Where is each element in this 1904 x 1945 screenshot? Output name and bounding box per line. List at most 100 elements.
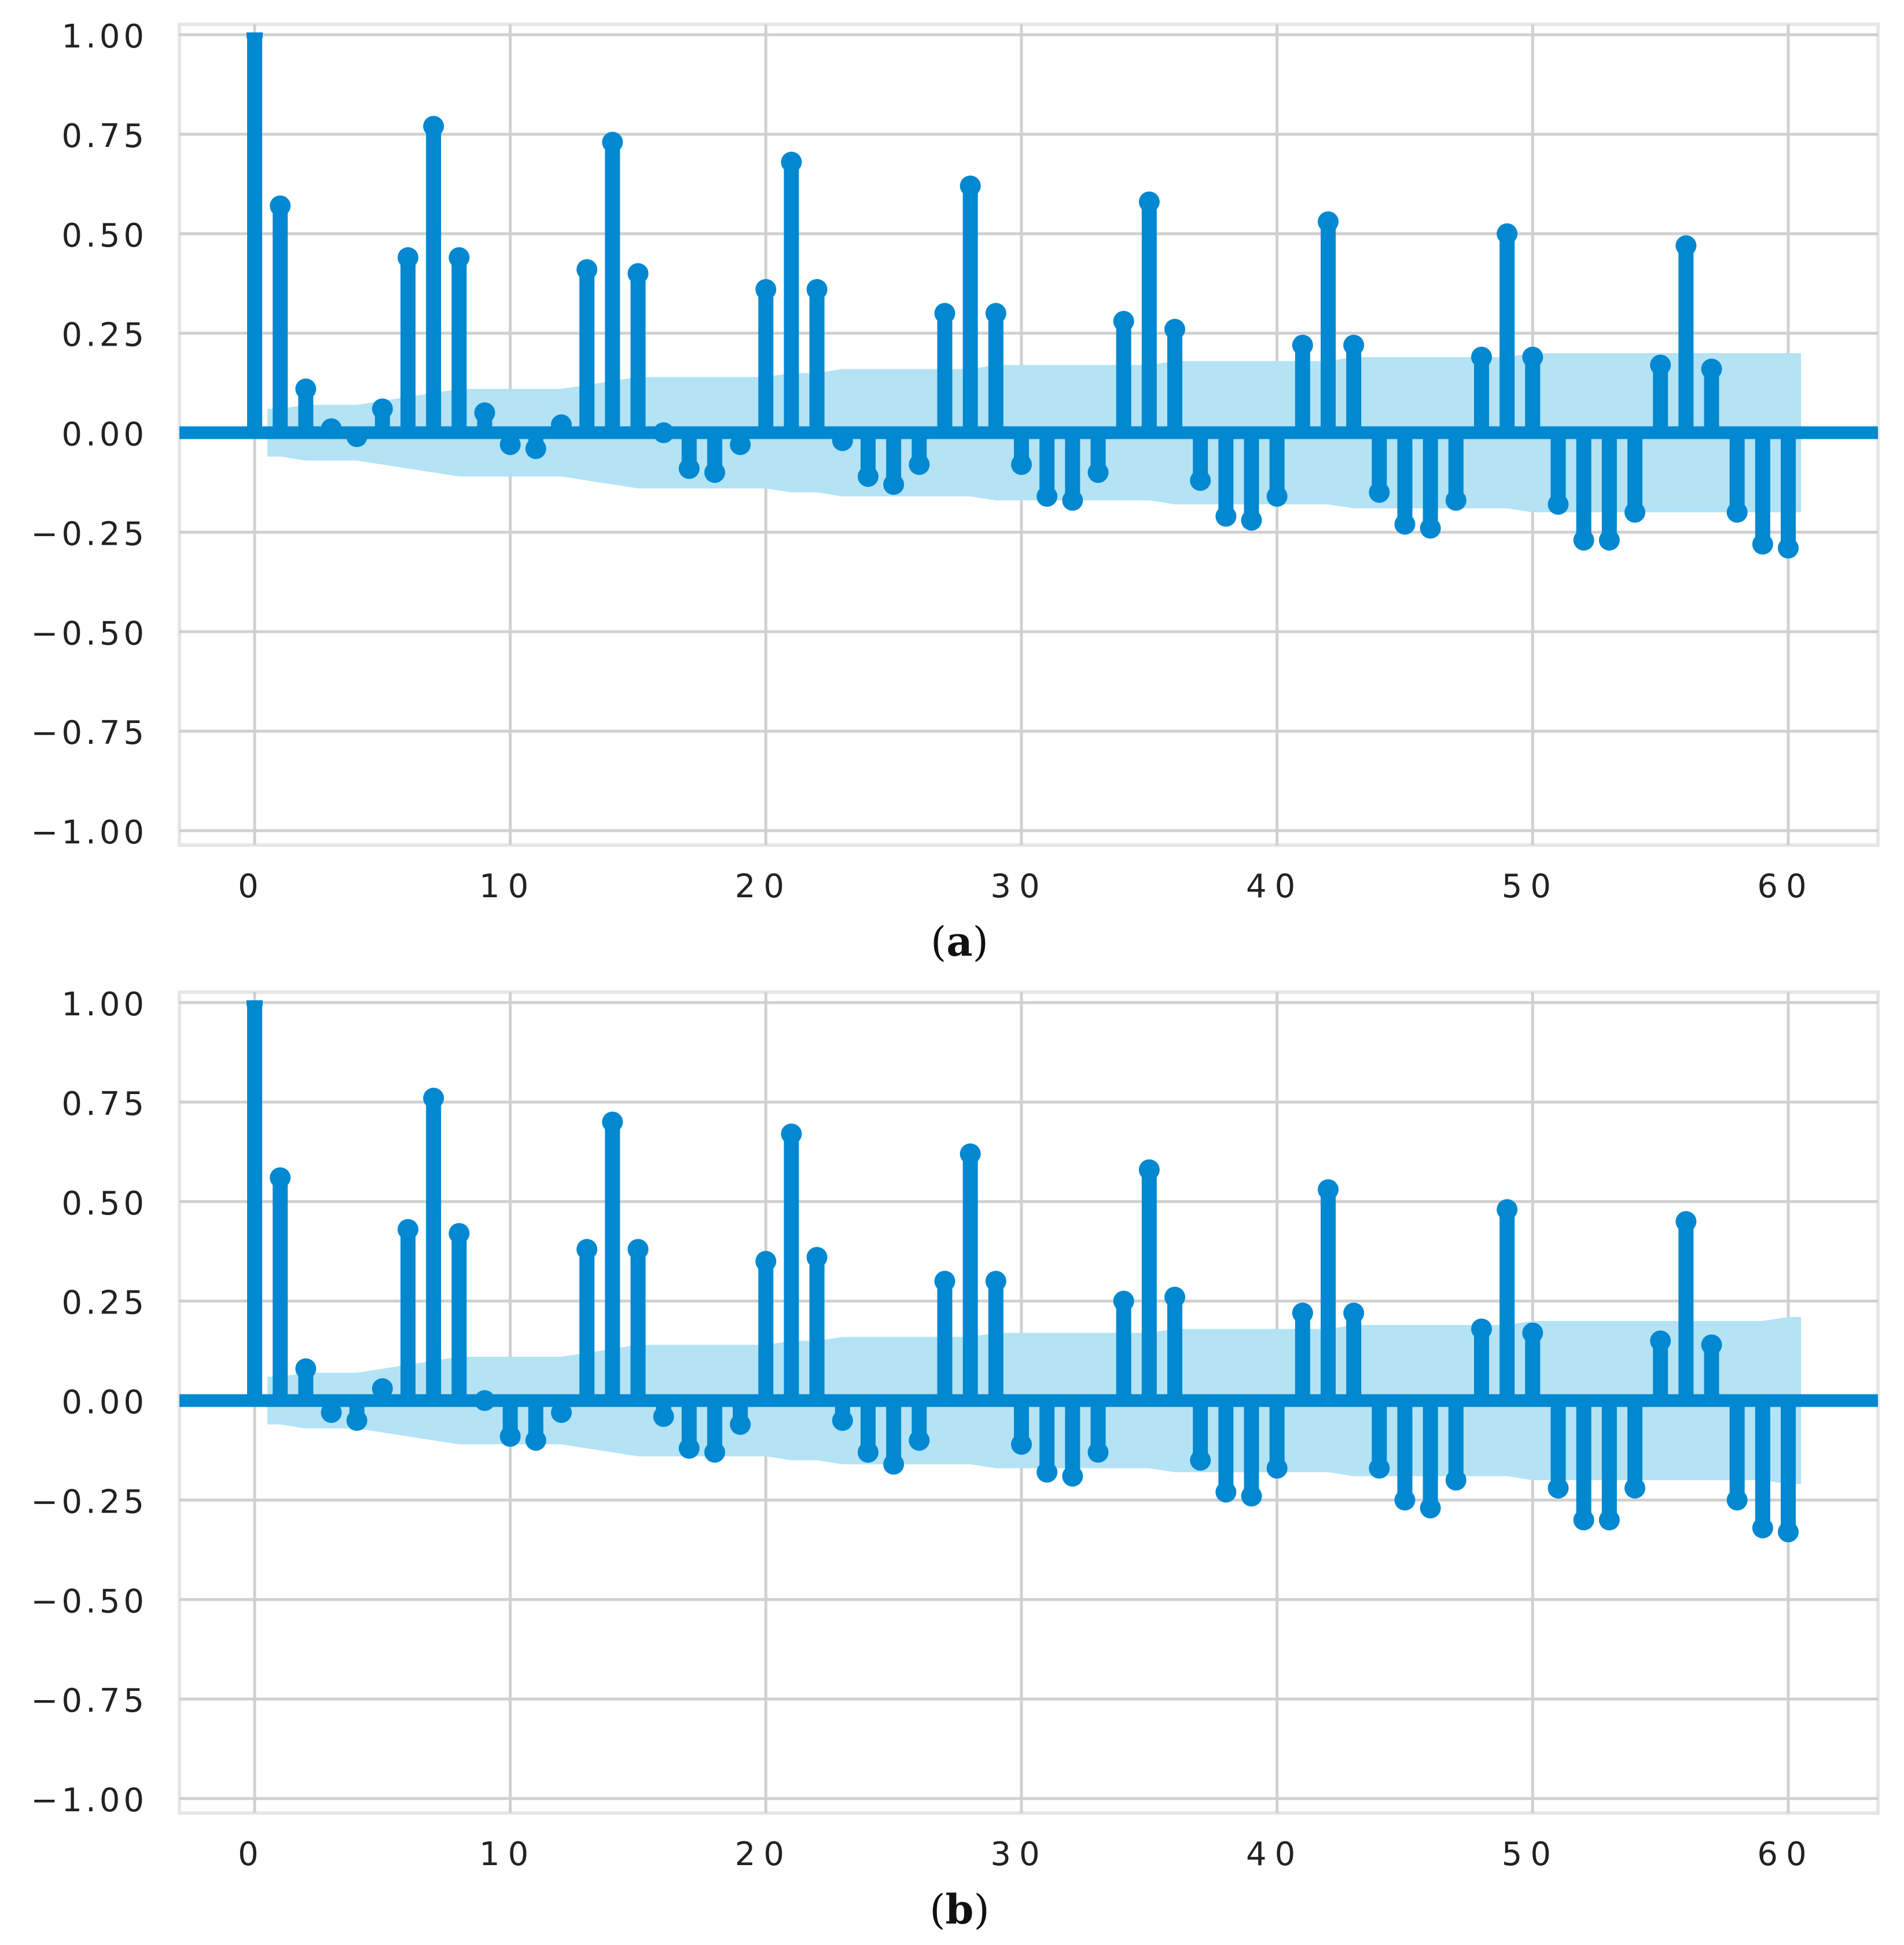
- y-tick-label-a: 0.50: [61, 217, 148, 255]
- y-tick-label-a: 0.00: [61, 416, 148, 454]
- x-tick-label-a: 40: [1246, 868, 1303, 905]
- acf-marker-a: [985, 303, 1006, 324]
- acf-marker-a: [1318, 211, 1339, 233]
- acf-marker-b: [1318, 1179, 1339, 1201]
- acf-marker-b: [1573, 1509, 1594, 1531]
- y-tick-label-b: 0.50: [61, 1185, 148, 1223]
- acf-marker-b: [1164, 1286, 1185, 1308]
- acf-marker-a: [1624, 502, 1645, 523]
- acf-marker-a: [1343, 335, 1365, 356]
- x-tick-label-a: 60: [1757, 868, 1814, 905]
- acf-marker-a: [499, 434, 521, 456]
- acf-marker-b: [1778, 1521, 1799, 1543]
- acf-marker-b: [1215, 1481, 1237, 1503]
- y-tick-label-a: 0.75: [61, 118, 148, 155]
- acf-marker-b: [295, 1358, 317, 1379]
- acf-marker-a: [678, 458, 700, 479]
- acf-marker-b: [1087, 1441, 1109, 1463]
- y-tick-label-b: 0.00: [61, 1384, 148, 1422]
- acf-marker-b: [730, 1414, 751, 1435]
- acf-marker-b: [1471, 1318, 1492, 1340]
- acf-marker-a: [474, 402, 495, 424]
- x-tick-label-b: 20: [735, 1836, 792, 1873]
- y-tick-label-a: −0.50: [31, 615, 148, 652]
- acf-marker-a: [1573, 530, 1594, 551]
- acf-marker-b: [704, 1441, 725, 1463]
- acf-marker-a: [883, 474, 905, 495]
- acf-marker-a: [1548, 494, 1569, 515]
- acf-marker-a: [295, 378, 317, 399]
- acf-marker-b: [321, 1402, 342, 1423]
- acf-marker-b: [832, 1410, 853, 1431]
- acf-chart-a: 1.00 0.75 0.50 0.25 0.00 −0.25 −0.50 −0.75 −1.00…: [31, 18, 1880, 905]
- acf-marker-b: [346, 1410, 367, 1431]
- acf-marker-b: [1062, 1466, 1083, 1487]
- acf-marker-a: [1394, 513, 1416, 535]
- acf-marker-a: [449, 247, 470, 268]
- acf-marker-a: [1241, 509, 1262, 531]
- acf-marker-b: [806, 1247, 828, 1268]
- acf-marker-a: [1675, 235, 1697, 256]
- acf-marker-b: [1650, 1330, 1671, 1352]
- acf-marker-a: [1497, 223, 1518, 244]
- acf-marker-a: [1471, 346, 1492, 368]
- acf-marker-a: [1522, 346, 1543, 368]
- acf-marker-b: [985, 1271, 1006, 1292]
- acf-marker-b: [1343, 1302, 1365, 1324]
- acf-marker-a: [909, 454, 930, 475]
- acf-marker-a: [1752, 534, 1773, 555]
- acf-marker-b: [1675, 1211, 1697, 1232]
- acf-marker-b: [1522, 1322, 1543, 1344]
- acf-marker-b: [372, 1378, 393, 1399]
- acf-marker-a: [627, 263, 649, 284]
- y-tick-label-b: 0.75: [61, 1085, 148, 1123]
- acf-marker-b: [1241, 1485, 1262, 1507]
- acf-marker-b: [576, 1239, 598, 1260]
- acf-marker-b: [270, 1167, 291, 1188]
- acf-marker-b: [678, 1438, 700, 1459]
- acf-marker-a: [1190, 470, 1211, 491]
- acf-marker-a: [934, 303, 955, 324]
- x-tick-label-a: 20: [735, 868, 792, 905]
- acf-marker-a: [372, 398, 393, 420]
- y-tick-label-b: −1.00: [31, 1782, 148, 1819]
- x-tick-label-b: 30: [990, 1836, 1047, 1873]
- acf-marker-a: [806, 279, 828, 300]
- acf-marker-a: [525, 438, 546, 459]
- acf-marker-a: [247, 32, 263, 38]
- panel-caption-b: (b): [929, 1885, 990, 1933]
- x-tick-label-b: 0: [238, 1836, 267, 1873]
- acf-marker-a: [423, 116, 444, 137]
- acf-marker-a: [1215, 505, 1237, 527]
- acf-marker-b: [247, 1000, 263, 1006]
- acf-marker-b: [755, 1250, 777, 1272]
- acf-marker-b: [1190, 1449, 1211, 1471]
- acf-marker-b: [602, 1111, 623, 1133]
- acf-marker-b: [1011, 1434, 1032, 1455]
- panel-caption-a-letter: a: [946, 918, 972, 966]
- acf-marker-b: [653, 1406, 674, 1427]
- acf-marker-b: [1394, 1489, 1416, 1511]
- acf-marker-b: [960, 1143, 981, 1165]
- acf-marker-b: [934, 1271, 955, 1292]
- x-tick-label-a: 50: [1502, 868, 1559, 905]
- acf-marker-b: [449, 1223, 470, 1244]
- acf-marker-a: [1087, 462, 1109, 483]
- acf-marker-b: [1752, 1517, 1773, 1539]
- acf-marker-a: [755, 279, 777, 300]
- y-tick-label-a: −0.25: [31, 515, 148, 553]
- acf-marker-a: [1650, 354, 1671, 376]
- acf-marker-a: [1164, 318, 1185, 340]
- acf-marker-b: [1701, 1334, 1722, 1356]
- panel-caption-b-letter: b: [946, 1885, 974, 1933]
- acf-marker-a: [1113, 311, 1134, 332]
- acf-marker-a: [1266, 486, 1288, 507]
- x-tick-label-a: 10: [479, 868, 536, 905]
- x-tick-label-b: 50: [1502, 1836, 1559, 1873]
- acf-marker-b: [1445, 1470, 1466, 1491]
- acf-chart-b: 1.00 0.75 0.50 0.25 0.00 −0.25 −0.50 −0.75 −1.00…: [31, 986, 1880, 1873]
- acf-marker-b: [1598, 1509, 1620, 1531]
- acf-marker-b: [1548, 1477, 1569, 1499]
- acf-marker-b: [398, 1219, 418, 1240]
- acf-marker-a: [704, 462, 725, 483]
